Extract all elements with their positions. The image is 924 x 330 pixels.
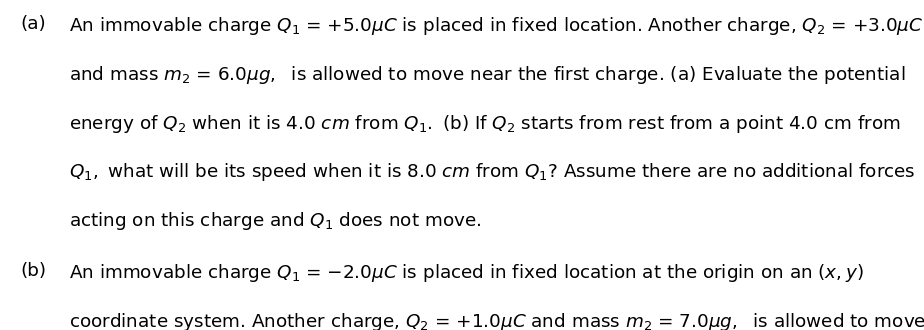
Text: acting on this charge and $Q_1$ does not move.: acting on this charge and $Q_1$ does not… [69,210,481,232]
Text: (a): (a) [20,15,46,33]
Text: $Q_1,$ what will be its speed when it is 8.0 $cm$ from $Q_1$? Assume there are n: $Q_1,$ what will be its speed when it is… [69,161,916,183]
Text: (b): (b) [20,262,46,280]
Text: An immovable charge $Q_1$ = +5.0$\mu C$ is placed in fixed location. Another cha: An immovable charge $Q_1$ = +5.0$\mu C$ … [69,15,924,37]
Text: and mass $m_2$ = 6.0$\mu g,$  is allowed to move near the first charge. (a) Eval: and mass $m_2$ = 6.0$\mu g,$ is allowed … [69,64,906,86]
Text: energy of $Q_2$ when it is 4.0 $cm$ from $Q_1.$ (b) If $Q_2$ starts from rest fr: energy of $Q_2$ when it is 4.0 $cm$ from… [69,113,901,135]
Text: coordinate system. Another charge, $Q_2$ = +1.0$\mu C$ and mass $m_2$ = 7.0$\mu : coordinate system. Another charge, $Q_2$… [69,311,924,330]
Text: An immovable charge $Q_1$ = $-$2.0$\mu C$ is placed in fixed location at the ori: An immovable charge $Q_1$ = $-$2.0$\mu C… [69,262,864,284]
